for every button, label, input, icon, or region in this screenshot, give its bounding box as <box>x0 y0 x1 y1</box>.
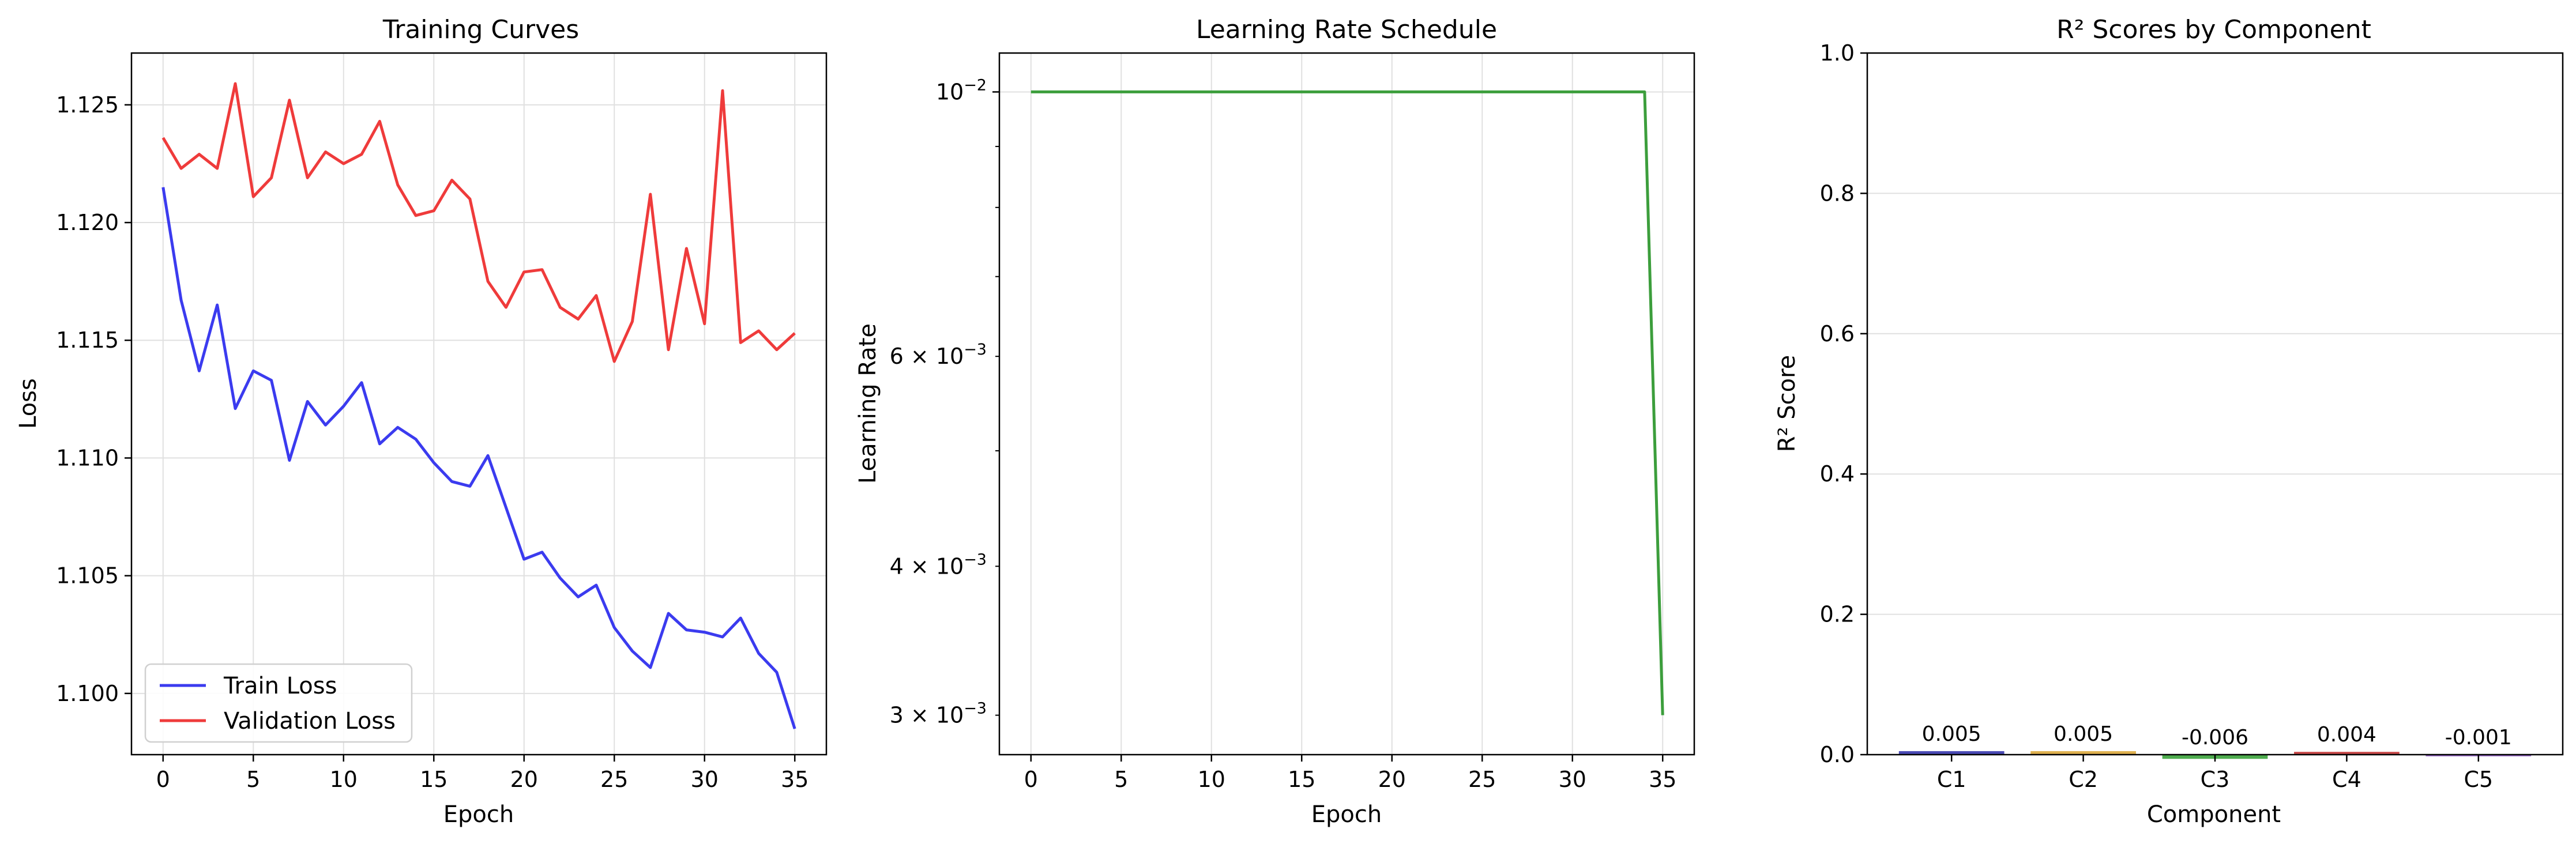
bar-value-label: 0.005 <box>1922 722 1981 746</box>
learning-rate-line <box>1031 90 1664 715</box>
x-tick-label: 15 <box>420 767 447 792</box>
x-tick-label: 5 <box>1114 767 1128 792</box>
legend-box <box>144 663 413 743</box>
y-tick-label: 0.2 <box>1820 602 1855 627</box>
y-tick-label: 1.120 <box>56 210 119 235</box>
x-tick-label: C2 <box>2069 767 2098 792</box>
x-tick-label: 35 <box>1649 767 1676 792</box>
y-tick-label: 1.100 <box>56 681 119 706</box>
y-tick-label: 6 × 10−3 <box>890 341 987 369</box>
x-tick-label: 20 <box>510 767 538 792</box>
y-tick-label: 1.125 <box>56 92 119 118</box>
bar-c1 <box>1898 751 2005 755</box>
y-tick-label: 3 × 10−3 <box>890 700 987 728</box>
x-tick-label: 30 <box>1559 767 1586 792</box>
x-tick-label: 20 <box>1378 767 1406 792</box>
bar-value-label: 0.004 <box>2317 723 2376 747</box>
training-curves-panel: Training Curves 0 5 10 15 20 25 30 35 1.100 1.105… <box>15 15 828 828</box>
x-tick-label: 10 <box>1198 767 1225 792</box>
legend: Train Loss Validation Loss <box>144 663 413 743</box>
train-loss-line <box>161 187 796 729</box>
bar-value-label: 0.005 <box>2054 722 2113 746</box>
y-tick-label: 10−2 <box>936 76 987 104</box>
plot-frame <box>130 52 828 756</box>
y-tick-label: 0.4 <box>1820 461 1855 487</box>
y-axis-label: Learning Rate <box>855 323 881 484</box>
y-tick-label: 4 × 10−3 <box>890 551 987 579</box>
y-axis-label: Loss <box>15 378 42 429</box>
x-tick-label: 25 <box>600 767 628 792</box>
y-tick-label: 0.0 <box>1820 742 1855 767</box>
bar-c4 <box>2294 752 2400 755</box>
legend-label-train: Train Loss <box>223 673 337 699</box>
x-tick-label: 35 <box>781 767 808 792</box>
r2-scores-panel: R² Scores by Component 0.005 0.005 -0.006 0… <box>1774 15 2564 828</box>
x-tick-label: C4 <box>2332 767 2361 792</box>
y-tick-label: 1.0 <box>1820 40 1855 66</box>
learning-rate-panel: Learning Rate Schedule 0 5 10 15 20 25 30 35 10−… <box>855 15 1695 828</box>
validation-loss-line <box>161 82 796 363</box>
x-tick-label: 0 <box>1024 767 1038 792</box>
panel-title: Learning Rate Schedule <box>1196 15 1497 44</box>
plot-frame <box>998 52 1695 756</box>
y-tick-label: 0.6 <box>1820 321 1855 346</box>
x-tick-label: 5 <box>246 767 260 792</box>
bar-value-label: -0.006 <box>2182 726 2248 749</box>
x-tick-label: 30 <box>691 767 719 792</box>
x-tick-label: C3 <box>2201 767 2230 792</box>
bar-value-label: -0.001 <box>2445 726 2512 749</box>
panel-title: R² Scores by Component <box>2056 15 2371 44</box>
x-axis-label: Epoch <box>1311 801 1382 828</box>
legend-label-validation: Validation Loss <box>224 708 396 734</box>
x-tick-label: C5 <box>2464 767 2493 792</box>
x-tick-label: 10 <box>330 767 358 792</box>
bar-c2 <box>2030 751 2136 755</box>
y-tick-label: 1.110 <box>56 445 119 470</box>
y-axis-label: R² Score <box>1774 355 1800 453</box>
x-tick-label: 0 <box>156 767 170 792</box>
x-tick-label: 25 <box>1468 767 1496 792</box>
plot-frame <box>1866 52 2564 756</box>
x-axis-label: Epoch <box>443 801 514 828</box>
x-axis-label: Component <box>2147 801 2281 828</box>
panel-title: Training Curves <box>382 15 579 44</box>
y-tick-label: 1.115 <box>56 327 119 353</box>
x-tick-label: 15 <box>1288 767 1315 792</box>
y-tick-label: 1.105 <box>56 563 119 589</box>
x-tick-label: C1 <box>1937 767 1966 792</box>
y-tick-label: 0.8 <box>1820 180 1855 206</box>
